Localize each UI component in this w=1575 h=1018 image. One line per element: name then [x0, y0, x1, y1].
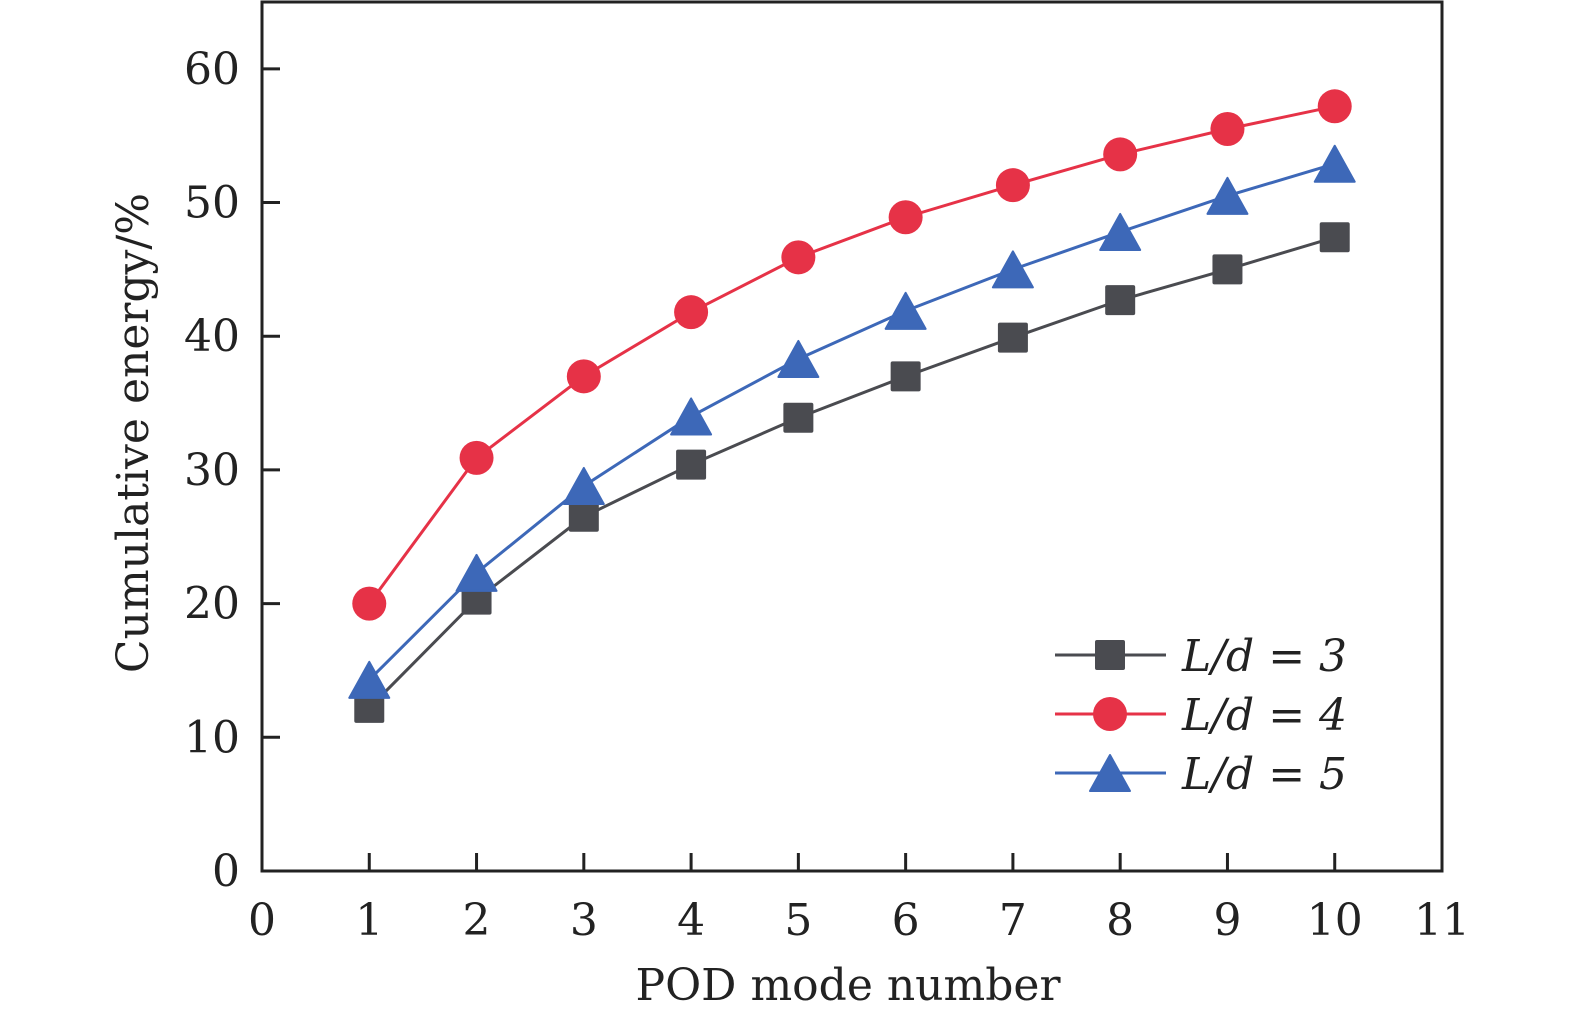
plot-frame: [260, 0, 1444, 873]
data-point-triangle: [884, 291, 927, 330]
data-point-square: [1319, 222, 1350, 253]
data-point-square: [1105, 285, 1136, 316]
legend-label: L/d = 3: [1181, 631, 1347, 682]
data-point-circle: [352, 586, 387, 621]
series-circle: [352, 89, 1352, 621]
series-layer: [348, 89, 1356, 723]
legend-marker-triangle: [1089, 754, 1131, 792]
legend-item: L/d = 4: [1055, 690, 1347, 741]
data-point-square: [354, 692, 385, 723]
data-point-circle: [1210, 112, 1245, 147]
data-point-square: [783, 402, 814, 433]
y-tick-label: 0: [212, 846, 240, 897]
legend: L/d = 3 L/d = 4 L/d = 5: [1055, 631, 1347, 800]
x-tick-label: 1: [355, 895, 383, 946]
x-tick-label: 6: [892, 895, 920, 946]
x-tick-label: 9: [1213, 895, 1241, 946]
y-tick-label: 10: [184, 712, 240, 763]
data-point-triangle: [1313, 144, 1356, 183]
x-tick-label: 8: [1106, 895, 1134, 946]
data-point-triangle: [670, 397, 713, 436]
y-tick-label: 20: [184, 579, 240, 630]
x-tick-label: 3: [570, 895, 598, 946]
y-tick-label: 60: [184, 44, 240, 95]
y-tick-label: 30: [184, 445, 240, 496]
series-triangle: [348, 144, 1356, 699]
legend-item: L/d = 3: [1055, 631, 1347, 682]
series-square: [354, 222, 1350, 723]
data-point-square: [676, 449, 707, 480]
legend-label: L/d = 5: [1181, 749, 1347, 800]
x-tick-label: 4: [677, 895, 705, 946]
data-point-triangle: [991, 250, 1034, 289]
data-point-triangle: [562, 466, 605, 505]
x-axis-title: POD mode number: [636, 960, 1062, 1011]
data-point-circle: [1317, 89, 1352, 124]
legend-marker-square: [1095, 640, 1125, 670]
series-line: [368, 104, 1336, 605]
data-point-circle: [674, 295, 709, 330]
data-point-circle: [1103, 137, 1138, 172]
y-tick-label: 40: [184, 311, 240, 362]
data-point-circle: [459, 440, 494, 475]
data-point-square: [997, 322, 1028, 353]
x-tick-label: 2: [463, 895, 491, 946]
x-tick-label: 5: [784, 895, 812, 946]
data-point-square: [568, 501, 599, 532]
data-point-square: [461, 584, 492, 615]
y-tick-label: 50: [184, 178, 240, 229]
series-line: [368, 162, 1336, 681]
x-tick-label: 7: [999, 895, 1027, 946]
legend-item: L/d = 5: [1055, 749, 1347, 800]
data-point-triangle: [1206, 176, 1249, 215]
x-tick-label: 11: [1414, 895, 1470, 946]
series-line: [368, 235, 1336, 709]
data-point-triangle: [455, 553, 498, 592]
data-point-circle: [566, 359, 601, 394]
data-point-square: [1212, 254, 1243, 285]
data-point-circle: [781, 240, 816, 275]
x-tick-label: 10: [1307, 895, 1363, 946]
legend-label: L/d = 4: [1181, 690, 1347, 741]
data-point-circle: [888, 200, 923, 235]
data-point-triangle: [348, 660, 391, 699]
legend-marker-circle: [1093, 697, 1127, 731]
data-point-triangle: [1099, 212, 1142, 251]
data-point-square: [890, 361, 921, 392]
data-point-triangle: [777, 339, 820, 378]
plot-border: [260, 0, 1444, 873]
y-axis-title: Cumulative energy/%: [108, 193, 159, 673]
data-point-circle: [995, 168, 1030, 203]
axis-ticks: 0 1 2 3 4 5 6 7 8 9 10 11 0 10 20 30 40 50 60: [184, 44, 1470, 946]
x-tick-label: 0: [248, 895, 276, 946]
